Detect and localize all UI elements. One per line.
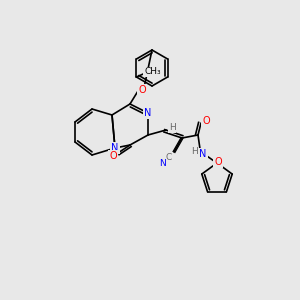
Text: CH₃: CH₃ <box>144 68 161 76</box>
Text: N: N <box>144 108 152 118</box>
Text: N: N <box>199 149 207 159</box>
Text: C: C <box>166 152 172 161</box>
Text: N: N <box>111 143 119 153</box>
Text: N: N <box>159 158 165 167</box>
Text: H: H <box>190 148 197 157</box>
Text: O: O <box>138 85 146 95</box>
Text: O: O <box>214 157 222 167</box>
Text: O: O <box>109 151 117 161</box>
Text: O: O <box>202 116 210 126</box>
Text: H: H <box>169 124 176 133</box>
